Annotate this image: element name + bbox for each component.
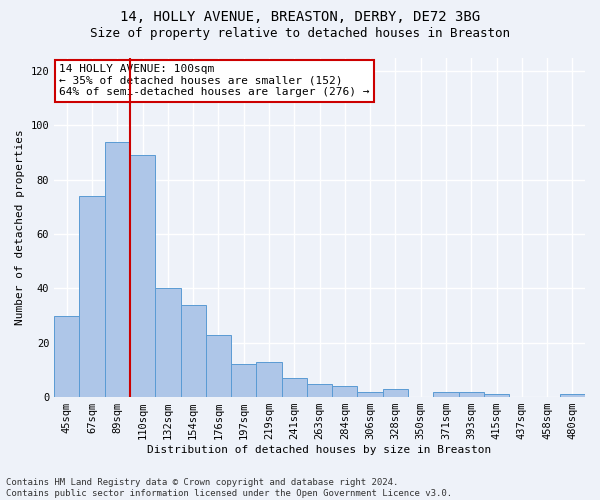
Bar <box>383 389 408 397</box>
Text: 14, HOLLY AVENUE, BREASTON, DERBY, DE72 3BG: 14, HOLLY AVENUE, BREASTON, DERBY, DE72 … <box>120 10 480 24</box>
Text: 14 HOLLY AVENUE: 100sqm
← 35% of detached houses are smaller (152)
64% of semi-d: 14 HOLLY AVENUE: 100sqm ← 35% of detache… <box>59 64 370 98</box>
Bar <box>130 156 155 397</box>
Bar <box>458 392 484 397</box>
Bar <box>231 364 256 397</box>
Bar <box>560 394 585 397</box>
Bar <box>181 304 206 397</box>
Bar <box>155 288 181 397</box>
Bar <box>281 378 307 397</box>
Bar <box>206 334 231 397</box>
Bar <box>256 362 281 397</box>
Bar <box>332 386 358 397</box>
Bar <box>433 392 458 397</box>
Bar <box>307 384 332 397</box>
Bar <box>105 142 130 397</box>
Text: Size of property relative to detached houses in Breaston: Size of property relative to detached ho… <box>90 28 510 40</box>
Bar <box>484 394 509 397</box>
X-axis label: Distribution of detached houses by size in Breaston: Distribution of detached houses by size … <box>148 445 492 455</box>
Text: Contains HM Land Registry data © Crown copyright and database right 2024.
Contai: Contains HM Land Registry data © Crown c… <box>6 478 452 498</box>
Bar <box>54 316 79 397</box>
Bar <box>79 196 105 397</box>
Bar <box>358 392 383 397</box>
Y-axis label: Number of detached properties: Number of detached properties <box>15 130 25 325</box>
